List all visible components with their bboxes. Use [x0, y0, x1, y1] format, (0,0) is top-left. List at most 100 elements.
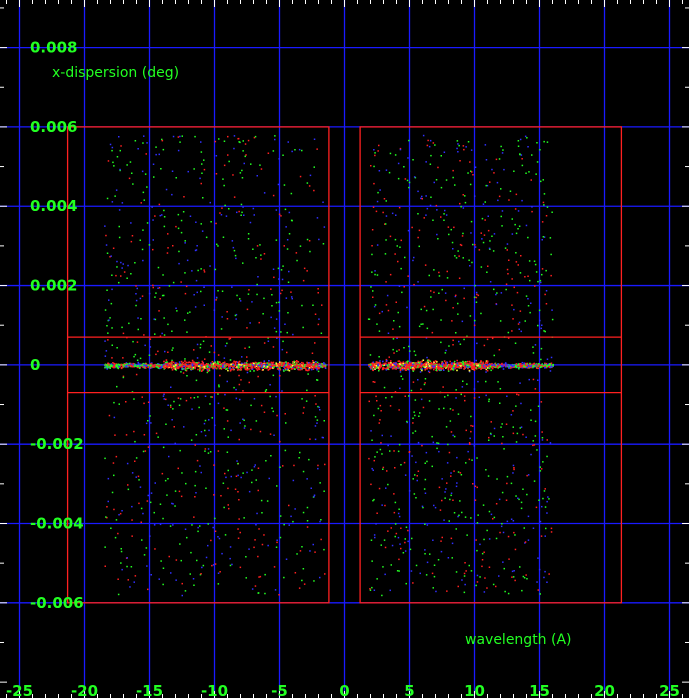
data-point [280, 331, 282, 333]
data-point [321, 304, 323, 306]
data-point [443, 365, 445, 368]
data-point [262, 369, 264, 371]
data-point [249, 363, 252, 366]
data-point [226, 380, 228, 383]
data-point [320, 365, 322, 368]
data-point [316, 368, 319, 370]
data-point [371, 586, 373, 589]
data-point [468, 363, 471, 366]
data-point [114, 195, 116, 197]
data-point [463, 148, 465, 151]
data-point [276, 368, 279, 370]
data-point [209, 451, 212, 453]
data-point [507, 273, 509, 275]
data-point [514, 579, 516, 582]
data-point [280, 269, 283, 271]
data-point [537, 557, 539, 559]
data-point [386, 359, 388, 362]
data-point [116, 365, 119, 368]
data-point [411, 455, 413, 457]
data-point [473, 388, 476, 390]
data-point [181, 365, 183, 367]
data-point [499, 320, 502, 322]
data-point [147, 446, 150, 448]
data-point [505, 363, 507, 365]
data-point [116, 347, 118, 349]
data-point [391, 544, 394, 547]
data-point [527, 236, 529, 239]
data-point [249, 370, 252, 372]
data-point [107, 500, 109, 503]
data-point [469, 437, 471, 440]
data-point [238, 383, 241, 386]
y-axis-title: x-dispersion (deg) [52, 65, 179, 81]
data-point [463, 591, 466, 594]
data-point [297, 361, 300, 363]
y-tick-label: -0.002 [30, 435, 84, 453]
data-point [288, 524, 290, 526]
data-point [385, 487, 387, 489]
data-point [322, 201, 324, 203]
data-point [298, 457, 300, 459]
data-point [137, 328, 139, 331]
data-point [475, 296, 478, 299]
data-point [271, 367, 274, 369]
data-point [511, 218, 513, 220]
data-point [163, 225, 166, 228]
data-point [263, 342, 266, 344]
data-point [134, 365, 137, 367]
data-point [542, 461, 544, 463]
data-point [177, 213, 180, 216]
data-point [148, 366, 150, 369]
data-point [524, 365, 527, 368]
data-point [433, 575, 436, 578]
data-point [236, 460, 238, 462]
data-point [408, 490, 411, 492]
data-point [496, 292, 498, 294]
data-point [212, 526, 214, 529]
data-point [387, 309, 390, 312]
data-point [178, 366, 180, 368]
data-point [291, 365, 294, 367]
data-point [495, 293, 497, 296]
data-point [222, 482, 225, 484]
data-point [452, 307, 454, 309]
data-point [404, 256, 406, 259]
data-point [433, 368, 435, 371]
data-point [231, 563, 233, 566]
data-point [227, 367, 230, 369]
data-point [314, 395, 316, 397]
data-point [402, 552, 405, 554]
data-point [405, 362, 408, 364]
data-point [268, 363, 271, 366]
data-point [121, 267, 123, 269]
data-point [136, 287, 138, 290]
data-point [167, 351, 169, 353]
data-point [457, 364, 459, 367]
data-point [474, 195, 476, 197]
data-point [384, 223, 386, 225]
data-point [117, 367, 120, 370]
data-point [423, 364, 426, 367]
data-point [122, 365, 125, 368]
data-point [400, 239, 402, 242]
data-point [452, 248, 454, 250]
data-point [445, 365, 447, 368]
data-point [319, 482, 321, 484]
data-point [506, 243, 509, 245]
data-point [406, 306, 408, 309]
data-point [543, 204, 545, 206]
data-point [371, 439, 373, 441]
data-point [173, 426, 175, 428]
data-point [134, 262, 136, 264]
data-point [192, 578, 195, 580]
data-point [487, 367, 489, 369]
data-point [509, 190, 512, 192]
data-point [171, 170, 174, 172]
data-point [453, 362, 455, 364]
data-point [193, 168, 195, 170]
data-point [391, 364, 394, 366]
data-point [464, 195, 466, 197]
data-point [531, 206, 533, 208]
data-point [394, 238, 397, 241]
